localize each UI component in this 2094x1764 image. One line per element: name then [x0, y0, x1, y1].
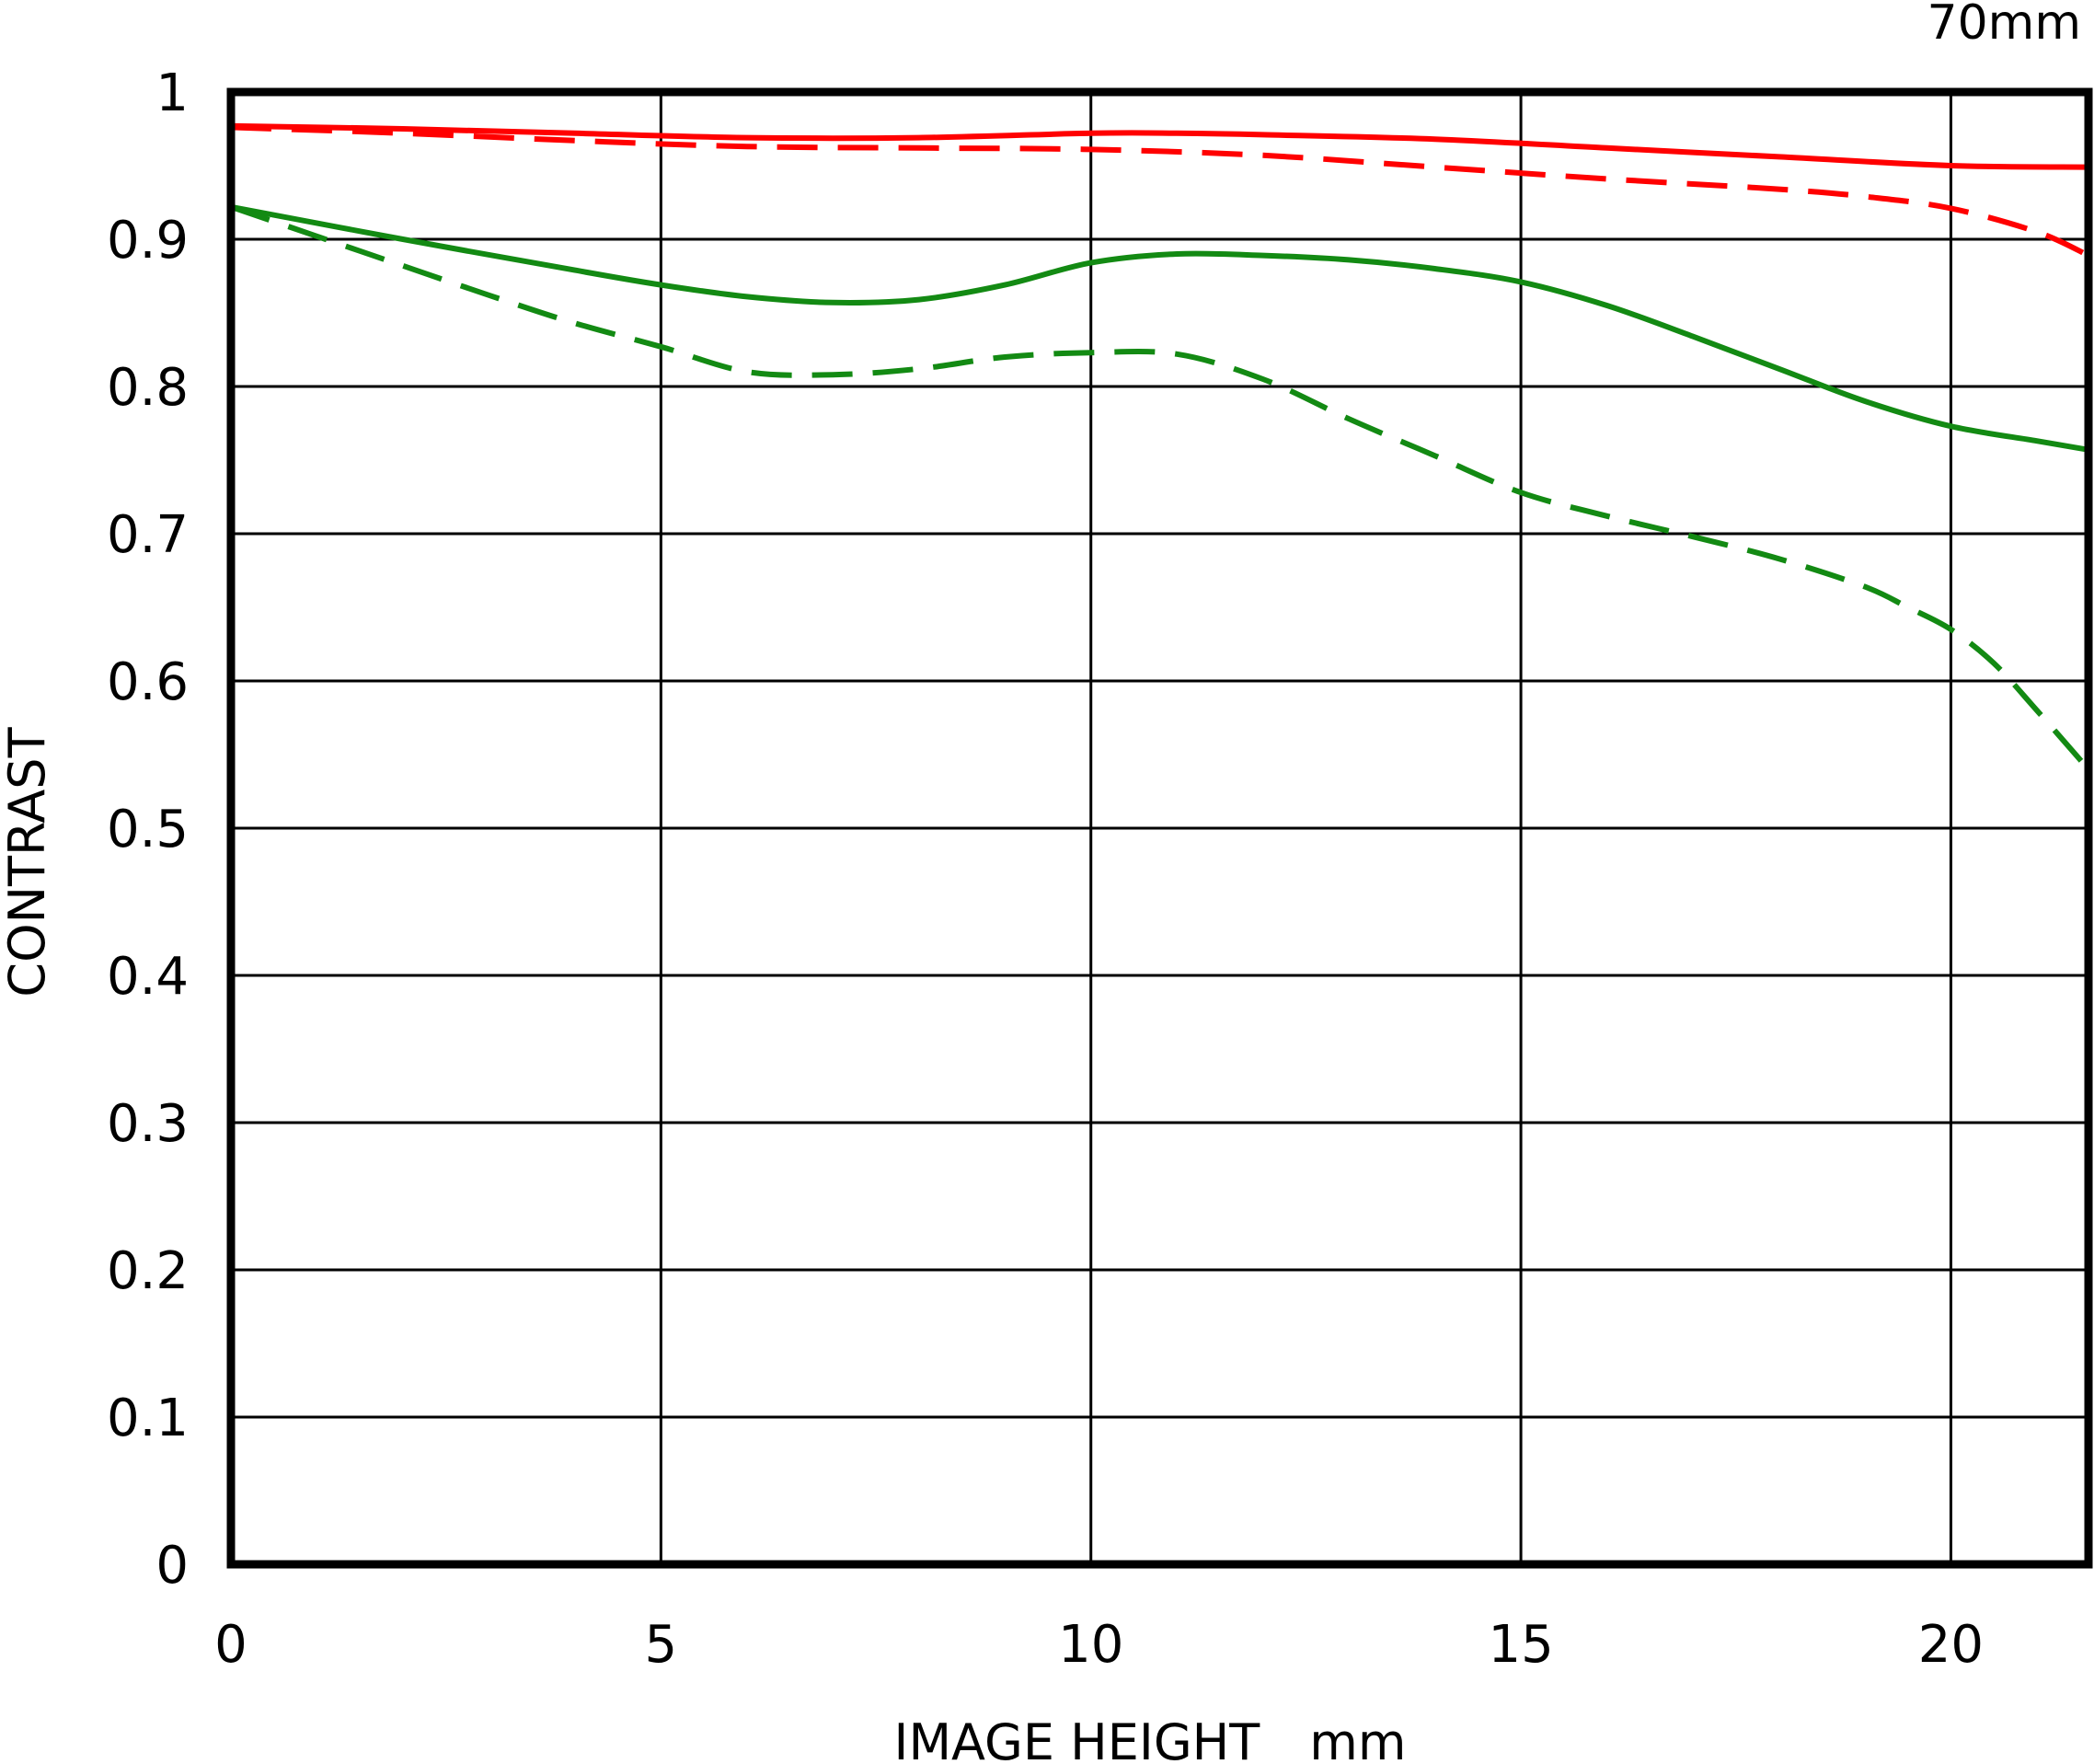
plot-frame — [226, 87, 2093, 1569]
chart-title: 70mm — [1927, 0, 2081, 51]
y-tick-label: 0.7 — [107, 505, 189, 565]
x-tick-label: 5 — [645, 1615, 678, 1675]
y-tick-label: 0.5 — [107, 800, 189, 859]
x-tick-label: 20 — [1918, 1615, 1984, 1675]
y-tick-label: 0.8 — [107, 358, 189, 418]
y-tick-label: 1 — [155, 63, 189, 123]
y-tick-label: 0.4 — [107, 947, 189, 1007]
series-group — [230, 122, 2091, 771]
x-tick-label: 15 — [1488, 1615, 1553, 1675]
x-tick-labels: 0 5 10 15 20 — [214, 1615, 1984, 1675]
series-line-4 — [230, 203, 2091, 771]
x-tick-label: 10 — [1058, 1615, 1123, 1675]
y-tick-label: 0.9 — [107, 211, 189, 271]
series-line-1 — [230, 122, 2089, 170]
y-tick-label: 0 — [155, 1536, 189, 1596]
series-line-3 — [230, 203, 2089, 453]
y-axis-label: CONTRAST — [0, 726, 56, 997]
series-line-2 — [230, 124, 2090, 259]
y-tick-label: 0.3 — [107, 1094, 189, 1154]
grid-lines — [229, 90, 2088, 1566]
y-tick-label: 0.1 — [107, 1389, 189, 1448]
x-axis-label: IMAGE HEIGHT mm — [894, 1713, 1407, 1764]
x-tick-label: 0 — [214, 1615, 247, 1675]
y-tick-label: 0.6 — [107, 652, 189, 712]
y-tick-labels: 0 0.1 0.2 0.3 0.4 0.5 0.6 0.7 0.8 0.9 1 — [107, 63, 189, 1596]
y-tick-label: 0.2 — [107, 1241, 189, 1301]
